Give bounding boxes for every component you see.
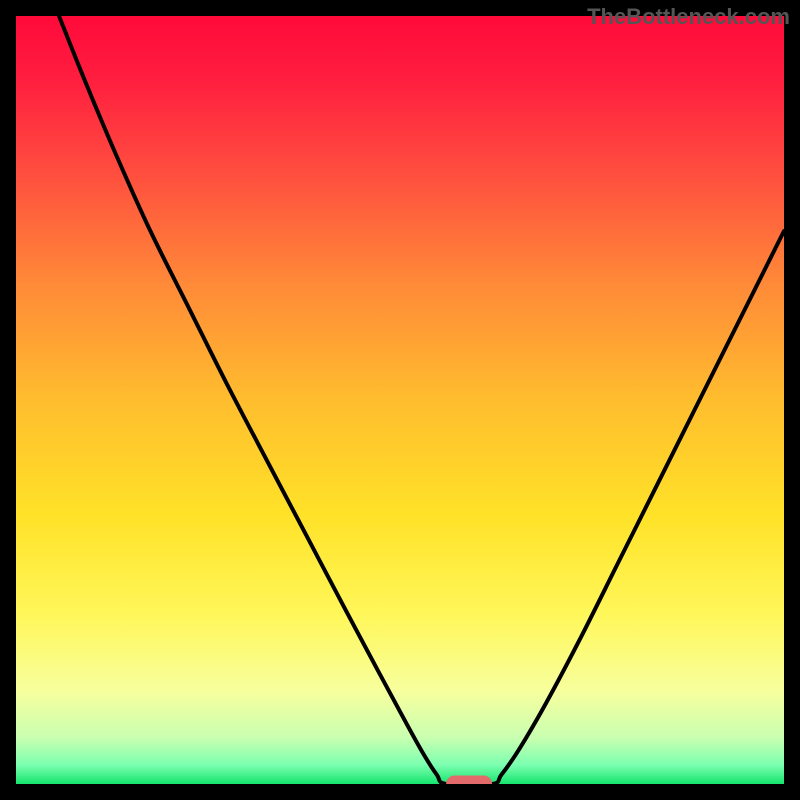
attribution-label: TheBottleneck.com bbox=[587, 4, 790, 30]
chart-container: TheBottleneck.com bbox=[0, 0, 800, 800]
chart-background bbox=[16, 16, 784, 784]
bottleneck-chart bbox=[0, 0, 800, 800]
